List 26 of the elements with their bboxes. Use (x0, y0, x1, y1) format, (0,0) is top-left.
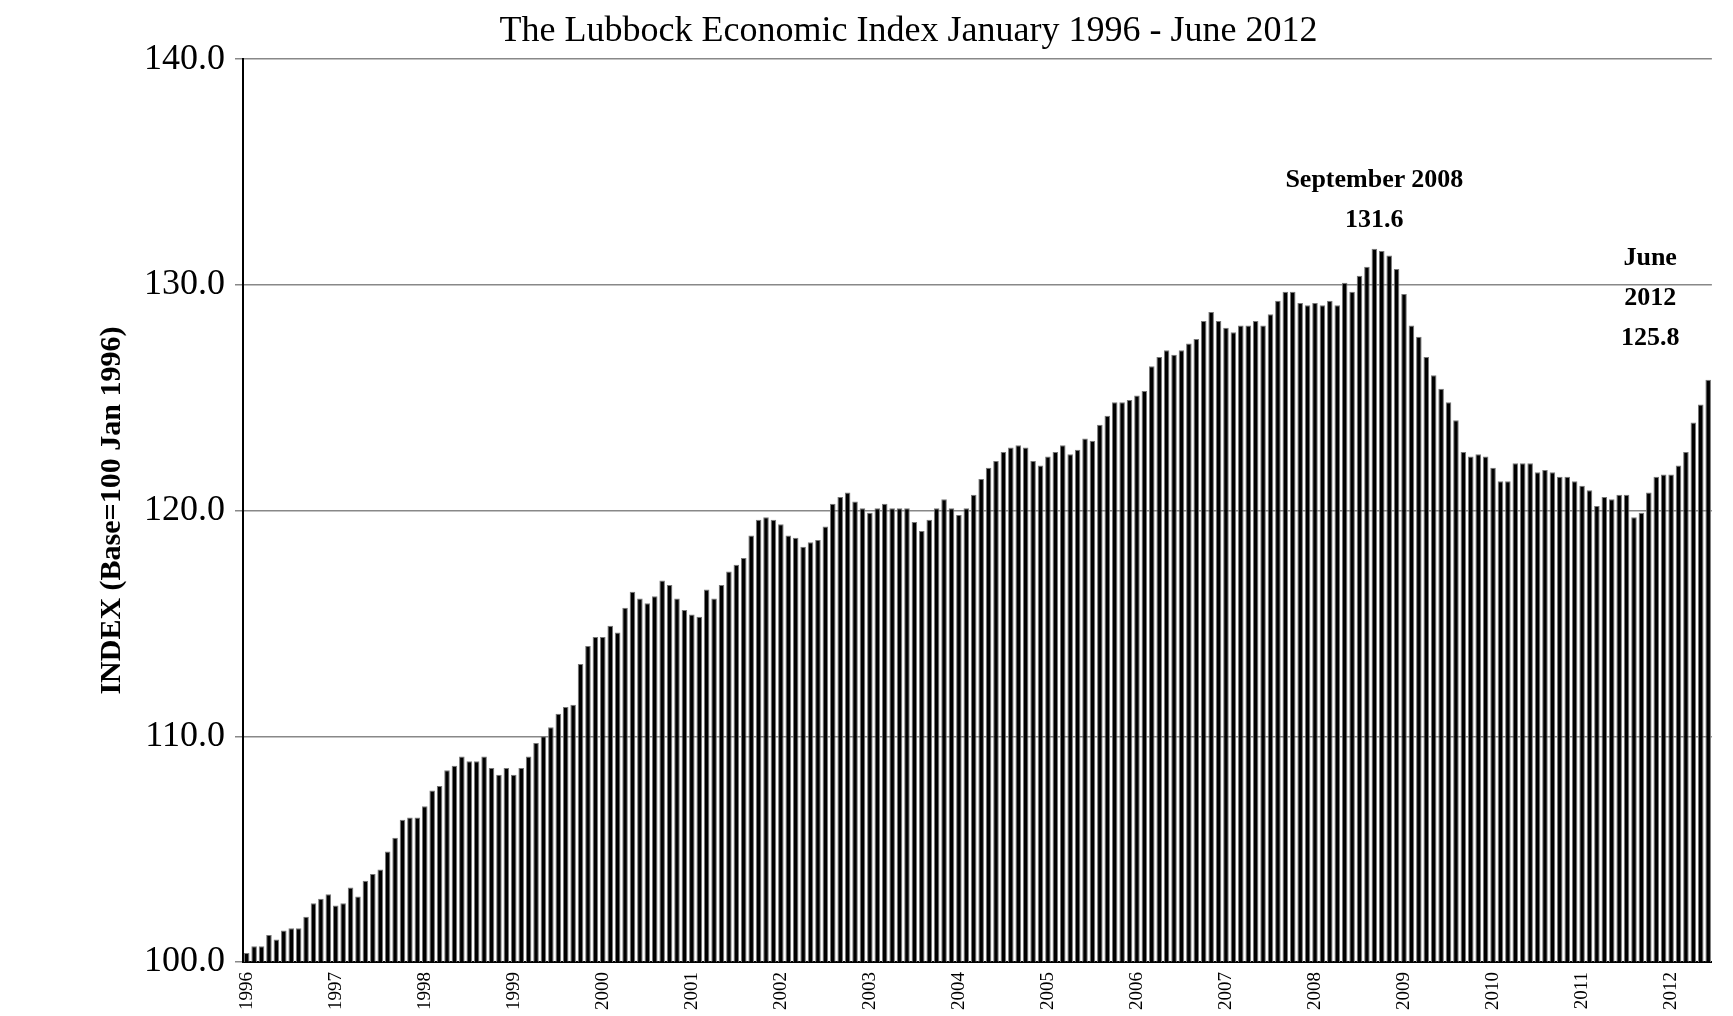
x-tick-label: 2000 (590, 972, 612, 1010)
chart-title: The Lubbock Economic Index January 1996 - June 2012 (499, 9, 1318, 50)
y-tick-label: 110.0 (145, 713, 225, 754)
y-tick-label: 120.0 (144, 488, 225, 529)
y-axis-title: INDEX (Base=100 Jan 1996) (92, 326, 127, 695)
y-tick-label: 130.0 (144, 262, 225, 303)
x-tick-label: 2008 (1302, 972, 1324, 1010)
x-tick-label: 2004 (946, 971, 968, 1010)
x-tick-label: 2010 (1481, 972, 1503, 1010)
x-tick-label: 2003 (857, 972, 879, 1010)
x-tick-label: 1998 (412, 972, 434, 1010)
x-tick-label: 2009 (1392, 972, 1413, 1010)
x-tick-label: 2012 (1659, 972, 1681, 1010)
x-tick-label: 2001 (679, 972, 701, 1010)
x-tick-label: 2007 (1213, 972, 1235, 1010)
annotation: September 2008 131.6 (1285, 163, 1464, 233)
x-tick-label: 2005 (1035, 972, 1057, 1010)
x-tick-label: 2002 (768, 972, 790, 1010)
annotation: June 2012 125.8 (1620, 241, 1680, 351)
x-tick-label: 1996 (234, 972, 256, 1010)
y-tick-label: 100.0 (144, 939, 225, 980)
x-tick-label: 1999 (501, 972, 523, 1010)
x-tick-label: 2011 (1570, 972, 1592, 1010)
x-tick-label: 2006 (1124, 972, 1146, 1010)
x-tick-label: 1997 (323, 972, 345, 1010)
y-tick-label: 140.0 (144, 36, 225, 77)
